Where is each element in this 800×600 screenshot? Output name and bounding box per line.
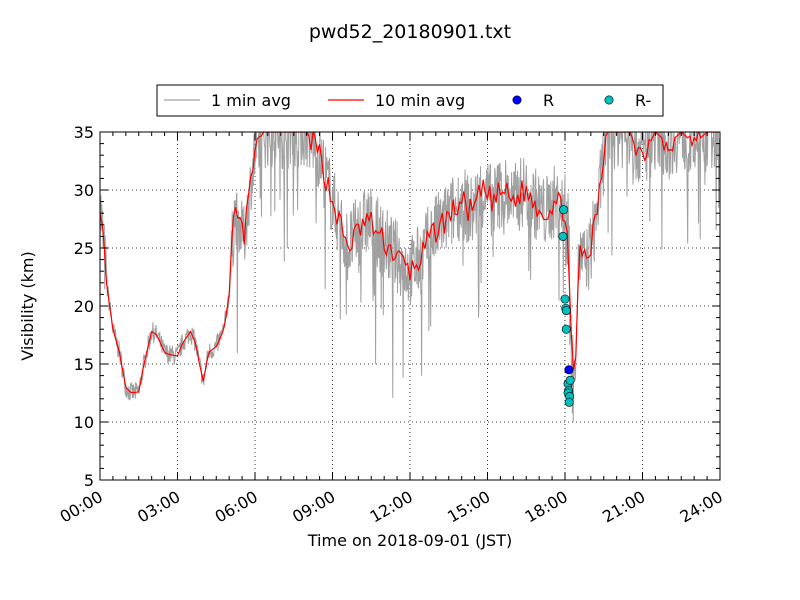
marker-r-minus (558, 231, 568, 241)
y-tick-label: 20 (74, 297, 94, 316)
legend: 1 min avg 10 min avg R R- (156, 84, 664, 117)
marker-r (564, 365, 574, 375)
legend-label: 10 min avg (375, 91, 465, 110)
y-axis-label: Visibility (km) (18, 251, 37, 360)
series-10min-avg (100, 132, 720, 394)
y-tick-label: 5 (84, 471, 94, 490)
y-tick-label: 30 (74, 181, 94, 200)
y-tick-label: 10 (74, 413, 94, 432)
precip-markers (558, 205, 575, 407)
marker-r-minus (560, 294, 570, 304)
line-10min-avg (100, 132, 720, 394)
legend-swatch-marker (604, 95, 614, 105)
marker-r-minus (565, 375, 575, 385)
x-axis-label: Time on 2018-09-01 (JST) (307, 531, 512, 550)
line-1min-avg (100, 132, 720, 423)
chart-title: pwd52_20180901.txt (309, 21, 511, 43)
legend-label: 1 min avg (211, 91, 291, 110)
y-tick-label: 25 (74, 239, 94, 258)
y-axis-ticks: 5 10 15 20 25 30 35 (74, 123, 720, 490)
series-1min-avg (100, 132, 720, 423)
marker-r-minus (564, 397, 574, 407)
legend-box (156, 84, 664, 117)
legend-label: R- (635, 91, 651, 110)
legend-swatch-marker (512, 95, 522, 105)
grid-lines (100, 132, 720, 480)
marker-r-minus (559, 205, 569, 215)
marker-r-minus (561, 306, 571, 316)
y-tick-label: 35 (74, 123, 94, 142)
legend-label: R (543, 91, 554, 110)
y-tick-label: 15 (74, 355, 94, 374)
marker-r-minus (561, 324, 571, 334)
